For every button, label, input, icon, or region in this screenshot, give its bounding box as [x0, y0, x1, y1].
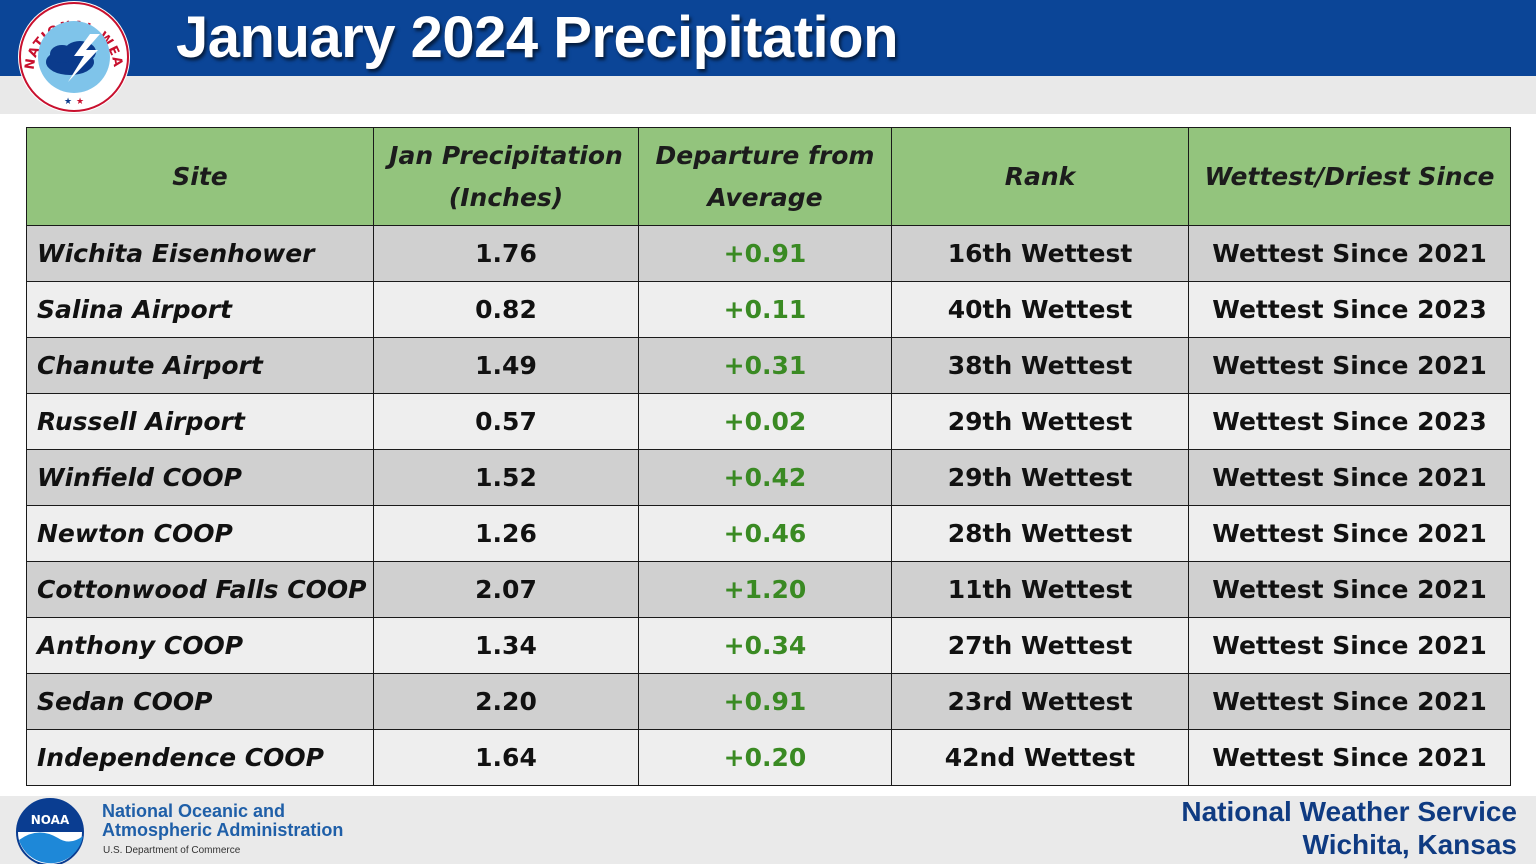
rank-cell: 42nd Wettest	[891, 729, 1189, 786]
site-cell: Chanute Airport	[26, 337, 374, 394]
table-row: Chanute Airport 1.49 +0.31 38th Wettest …	[26, 337, 1511, 394]
rank-cell: 38th Wettest	[891, 337, 1189, 394]
column-header-site: Site	[26, 127, 374, 226]
noaa-name-line1: National Oceanic and	[102, 801, 286, 821]
site-cell: Winfield COOP	[26, 449, 374, 506]
nws-logo-icon: NATIONAL WEATHER SERVICE ★ ★	[12, 0, 130, 113]
site-cell: Wichita Eisenhower	[26, 225, 374, 282]
table-row: Cottonwood Falls COOP 2.07 +1.20 11th We…	[26, 561, 1511, 618]
table-row: Newton COOP 1.26 +0.46 28th Wettest Wett…	[26, 505, 1511, 562]
site-cell: Salina Airport	[26, 281, 374, 338]
rank-cell: 40th Wettest	[891, 281, 1189, 338]
rank-cell: 23rd Wettest	[891, 673, 1189, 730]
departure-cell: +0.42	[638, 449, 892, 506]
header-sub-band	[0, 76, 1536, 114]
precip-cell: 0.57	[373, 393, 639, 450]
departure-cell: +0.20	[638, 729, 892, 786]
precip-cell: 1.64	[373, 729, 639, 786]
precipitation-table: Site Jan Precipitation (Inches) Departur…	[26, 127, 1511, 786]
since-cell: Wettest Since 2021	[1188, 561, 1511, 618]
since-cell: Wettest Since 2023	[1188, 281, 1511, 338]
svg-text:★: ★	[64, 97, 72, 107]
departure-cell: +0.31	[638, 337, 892, 394]
departure-cell: +1.20	[638, 561, 892, 618]
table-row: Anthony COOP 1.34 +0.34 27th Wettest Wet…	[26, 617, 1511, 674]
site-cell: Newton COOP	[26, 505, 374, 562]
departure-cell: +0.46	[638, 505, 892, 562]
footer-band	[0, 796, 1536, 864]
since-cell: Wettest Since 2021	[1188, 729, 1511, 786]
noaa-department: U.S. Department of Commerce	[103, 845, 241, 856]
rank-cell: 29th Wettest	[891, 449, 1189, 506]
table-row: Sedan COOP 2.20 +0.91 23rd Wettest Wette…	[26, 673, 1511, 730]
since-cell: Wettest Since 2021	[1188, 673, 1511, 730]
office-location: Wichita, Kansas	[1302, 829, 1517, 860]
precip-cell: 1.49	[373, 337, 639, 394]
precip-cell: 2.20	[373, 673, 639, 730]
site-cell: Independence COOP	[26, 729, 374, 786]
departure-cell: +0.11	[638, 281, 892, 338]
departure-cell: +0.91	[638, 673, 892, 730]
since-cell: Wettest Since 2023	[1188, 393, 1511, 450]
site-cell: Cottonwood Falls COOP	[26, 561, 374, 618]
departure-cell: +0.34	[638, 617, 892, 674]
table-header-row: Site Jan Precipitation (Inches) Departur…	[26, 127, 1511, 226]
table-row: Winfield COOP 1.52 +0.42 29th Wettest We…	[26, 449, 1511, 506]
rank-cell: 28th Wettest	[891, 505, 1189, 562]
noaa-logo-text: NOAA	[31, 813, 70, 827]
departure-cell: +0.02	[638, 393, 892, 450]
precip-cell: 0.82	[373, 281, 639, 338]
table-row: Russell Airport 0.57 +0.02 29th Wettest …	[26, 393, 1511, 450]
rank-cell: 11th Wettest	[891, 561, 1189, 618]
noaa-name-line2: Atmospheric Administration	[102, 820, 344, 840]
column-header-precipitation: Jan Precipitation (Inches)	[373, 127, 639, 226]
departure-cell: +0.91	[638, 225, 892, 282]
since-cell: Wettest Since 2021	[1188, 225, 1511, 282]
page-title: January 2024 Precipitation	[176, 5, 899, 70]
header-bar	[0, 0, 1536, 76]
table-row: Salina Airport 0.82 +0.11 40th Wettest W…	[26, 281, 1511, 338]
precip-cell: 1.34	[373, 617, 639, 674]
noaa-logo-icon: NOAA	[16, 798, 84, 864]
site-cell: Russell Airport	[26, 393, 374, 450]
rank-cell: 29th Wettest	[891, 393, 1189, 450]
column-header-departure: Departure from Average	[638, 127, 892, 226]
rank-cell: 27th Wettest	[891, 617, 1189, 674]
office-name: National Weather Service	[1181, 796, 1517, 827]
column-header-rank: Rank	[891, 127, 1189, 226]
precip-cell: 2.07	[373, 561, 639, 618]
since-cell: Wettest Since 2021	[1188, 449, 1511, 506]
site-cell: Sedan COOP	[26, 673, 374, 730]
table-row: Wichita Eisenhower 1.76 +0.91 16th Wette…	[26, 225, 1511, 282]
svg-text:★: ★	[76, 97, 84, 107]
precip-cell: 1.26	[373, 505, 639, 562]
column-header-since: Wettest/Driest Since	[1188, 127, 1511, 226]
table-row: Independence COOP 1.64 +0.20 42nd Wettes…	[26, 729, 1511, 786]
since-cell: Wettest Since 2021	[1188, 505, 1511, 562]
site-cell: Anthony COOP	[26, 617, 374, 674]
precip-cell: 1.52	[373, 449, 639, 506]
precip-cell: 1.76	[373, 225, 639, 282]
since-cell: Wettest Since 2021	[1188, 617, 1511, 674]
rank-cell: 16th Wettest	[891, 225, 1189, 282]
since-cell: Wettest Since 2021	[1188, 337, 1511, 394]
